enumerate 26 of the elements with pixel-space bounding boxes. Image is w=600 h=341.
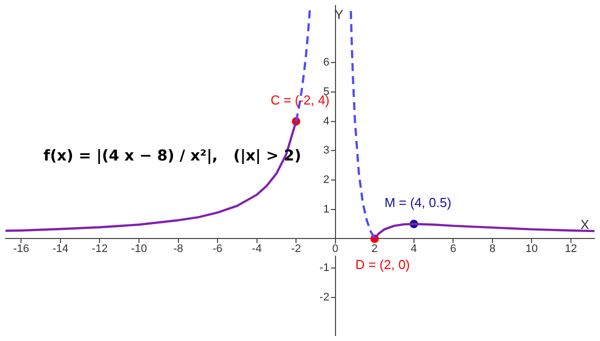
x-tick-label: -2 xyxy=(291,243,301,256)
x-tick-label: 10 xyxy=(526,243,538,256)
x-axis-title: X xyxy=(580,216,590,232)
x-tick-label: 12 xyxy=(564,243,578,256)
x-tick-label: 6 xyxy=(450,243,456,256)
x-tick-label: 8 xyxy=(489,243,496,256)
x-tick-label: -12 xyxy=(92,243,108,256)
annotation: D = (2, 0) xyxy=(355,256,410,272)
y-tick-label: 2 xyxy=(323,174,330,186)
y-tick-label: 3 xyxy=(323,144,330,157)
y-tick-label: 6 xyxy=(323,56,330,69)
y-tick-label: -1 xyxy=(320,262,330,274)
y-tick-label: 1 xyxy=(323,203,330,216)
x-tick-label: -16 xyxy=(13,243,30,256)
x-tick-label: -14 xyxy=(52,243,68,256)
x-tick-label: -8 xyxy=(173,243,184,256)
x-tick-label: -10 xyxy=(131,243,147,256)
annotation: f(x) = |(4 x − 8) / x²|, (|x| > 2) xyxy=(44,146,302,164)
x-tick-label: 4 xyxy=(410,243,417,256)
x-tick-label: -4 xyxy=(252,243,262,256)
annotation: M = (4, 0.5) xyxy=(384,195,452,210)
x-tick-label: -6 xyxy=(212,243,222,256)
y-tick-label: -2 xyxy=(320,291,330,304)
x-tick-label: 2 xyxy=(372,243,378,256)
y-tick-label: 4 xyxy=(323,115,330,128)
x-tick-label: 0 xyxy=(332,243,338,256)
